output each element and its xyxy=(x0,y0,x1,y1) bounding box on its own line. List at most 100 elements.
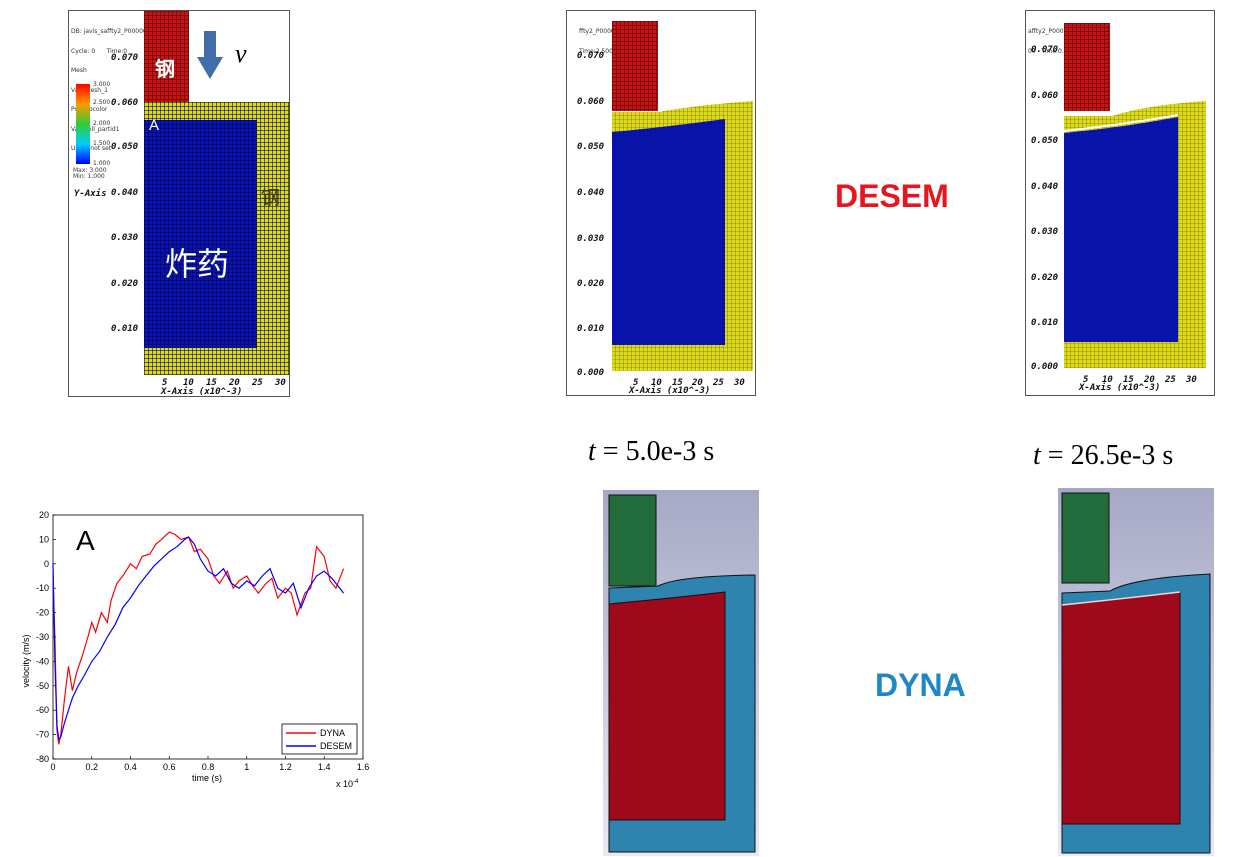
x-tick-label: 0.8 xyxy=(202,762,215,772)
y-tick: 0.030 xyxy=(1031,227,1059,237)
initial-mesh-panel: DB: javis_saffty2_P00000_T00000.iod Cycl… xyxy=(68,10,290,397)
deformed-case xyxy=(612,101,753,371)
y-tick: 0.000 xyxy=(577,368,605,378)
desem-t5-panel: ffty2_P00000_T05000.iod Time:2.5000 0.07… xyxy=(566,10,756,396)
x-tick-label: 1.4 xyxy=(318,762,331,772)
x-tick: 10 xyxy=(651,378,662,388)
chart-annotation: A xyxy=(76,525,95,556)
y-tick-label: 20 xyxy=(39,510,49,520)
dyna-t26-render xyxy=(1058,488,1214,856)
x-tick: 25 xyxy=(1165,375,1176,385)
series-line-desem xyxy=(52,536,345,741)
steel-projectile xyxy=(144,11,189,102)
y-tick: 0.020 xyxy=(577,279,605,289)
dyna-explosive xyxy=(608,591,726,821)
x-tick: 10 xyxy=(183,378,194,388)
time-value: = 5.0e-3 s xyxy=(595,436,715,467)
dyna-t5-render xyxy=(603,490,759,856)
y-tick-label: -70 xyxy=(36,730,49,740)
x-tick-label: 1 xyxy=(244,762,249,772)
steel-projectile xyxy=(1064,23,1110,111)
header-line: Time:2.5000 xyxy=(579,47,617,55)
velocity-chart: 0 0.2 0.4 0.6 0.8 1 1.2 1.4 1.6 -80 -70 -60 -50 -40 -3… xyxy=(21,510,370,789)
x-tick-label: 1.6 xyxy=(357,762,370,772)
dyna-steel-projectile xyxy=(608,494,657,587)
colorbar-tick: 2.500 xyxy=(93,99,111,106)
legend-desem: DESEM xyxy=(320,741,352,751)
x-tick: 20 xyxy=(692,378,703,388)
y-tick-label: -10 xyxy=(36,583,49,593)
chart-xlabel: time (s) xyxy=(192,773,222,783)
x-tick: 5 xyxy=(1083,375,1089,385)
min-label: Min: 1.000 xyxy=(73,173,105,180)
y-tick: 0.040 xyxy=(111,188,139,198)
x-tick-label: 0.4 xyxy=(124,762,137,772)
colorbar-tick: 2.000 xyxy=(93,120,111,127)
x-tick-label: 0.2 xyxy=(85,762,98,772)
y-axis-label: Y-Axis xyxy=(74,189,107,199)
desem-t26-panel: affty2_P00000_T26500.iod 00 Time:0.02650… xyxy=(1025,10,1215,396)
y-tick: 0.070 xyxy=(111,53,139,63)
y-tick-label: -80 xyxy=(36,754,49,764)
x-tick: 20 xyxy=(229,378,240,388)
x-tick-label: 1.2 xyxy=(279,762,292,772)
velocity-symbol: v xyxy=(235,39,247,68)
time-label-1: t = 5.0e-3 s xyxy=(588,436,714,468)
y-tick: 0.010 xyxy=(111,324,139,334)
x-tick: 25 xyxy=(713,378,724,388)
y-tick-label: -40 xyxy=(36,656,49,666)
x-axis-label: X-Axis (x10^-3) xyxy=(629,386,711,396)
x-tick: 15 xyxy=(672,378,683,388)
y-tick-label: -50 xyxy=(36,681,49,691)
explosive-label: 炸药 xyxy=(165,245,230,283)
y-tick: 0.070 xyxy=(577,51,605,61)
max-label: Max: 3.000 xyxy=(73,167,107,174)
time-label-2: t = 26.5e-3 s xyxy=(1033,440,1173,472)
y-tick: 0.010 xyxy=(1031,318,1059,328)
y-tick: 0.060 xyxy=(577,97,605,107)
header-line: DB: javis_saffty2_P00000_T00000.iod xyxy=(71,28,184,35)
colorbar-tick: 1.000 xyxy=(93,160,111,167)
y-tick: 0.020 xyxy=(111,279,139,289)
x-axis-label: X-Axis (x10^-3) xyxy=(1079,383,1161,393)
time-value: = 26.5e-3 s xyxy=(1040,440,1174,471)
x-tick: 20 xyxy=(1144,375,1155,385)
x-tick: 15 xyxy=(206,378,217,388)
y-tick-label: 0 xyxy=(44,559,49,569)
x-tick: 5 xyxy=(162,378,168,388)
x-axis-label: X-Axis (x10^-3) xyxy=(161,387,243,397)
explosive-region xyxy=(144,120,257,348)
dyna-steel-projectile xyxy=(1061,492,1110,584)
chart-ylabel: velocity (m/s) xyxy=(21,634,31,687)
y-tick-label: -20 xyxy=(36,608,49,618)
steel-label-top: 钢 xyxy=(155,57,175,81)
plot-frame xyxy=(52,514,364,760)
velocity-arrow-icon xyxy=(197,31,223,79)
header-line: Cycle: 0 Time:0 xyxy=(71,47,128,55)
series-line-dyna xyxy=(52,531,345,745)
y-tick: 0.030 xyxy=(111,233,139,243)
x-tick: 5 xyxy=(633,378,639,388)
y-tick: 0.060 xyxy=(111,98,139,108)
header-line: Mesh xyxy=(71,67,87,74)
y-tick: 0.050 xyxy=(1031,136,1059,146)
y-tick: 0.040 xyxy=(1031,182,1059,192)
y-tick-label: -30 xyxy=(36,632,49,642)
y-tick: 0.050 xyxy=(577,142,605,152)
y-tick: 0.020 xyxy=(1031,273,1059,283)
y-tick: 0.070 xyxy=(1031,45,1059,55)
legend-dyna: DYNA xyxy=(320,728,345,738)
y-tick: 0.040 xyxy=(577,188,605,198)
x-tick: 10 xyxy=(1102,375,1113,385)
y-tick: 0.000 xyxy=(1031,362,1059,372)
x-tick: 30 xyxy=(1186,375,1197,385)
point-a-label: A xyxy=(149,117,160,134)
y-tick: 0.060 xyxy=(1031,91,1059,101)
y-tick: 0.010 xyxy=(577,324,605,334)
chart-x-exponent: x 10-4 xyxy=(336,779,359,789)
x-tick: 15 xyxy=(1123,375,1134,385)
desem-label: DESEM xyxy=(835,178,949,214)
y-tick-label: 10 xyxy=(39,534,49,544)
y-tick: 0.030 xyxy=(577,234,605,244)
colorbar xyxy=(76,84,90,164)
